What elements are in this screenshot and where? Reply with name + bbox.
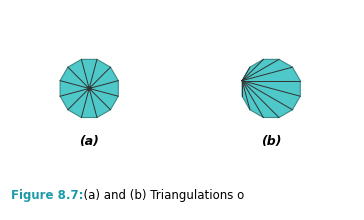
Text: (b): (b) <box>261 135 281 148</box>
Text: Figure 8.7:: Figure 8.7: <box>11 189 83 202</box>
Polygon shape <box>60 59 118 117</box>
Text: (a): (a) <box>79 135 99 148</box>
Text: (a) and (b) Triangulations o: (a) and (b) Triangulations o <box>76 189 245 202</box>
Polygon shape <box>242 59 300 117</box>
